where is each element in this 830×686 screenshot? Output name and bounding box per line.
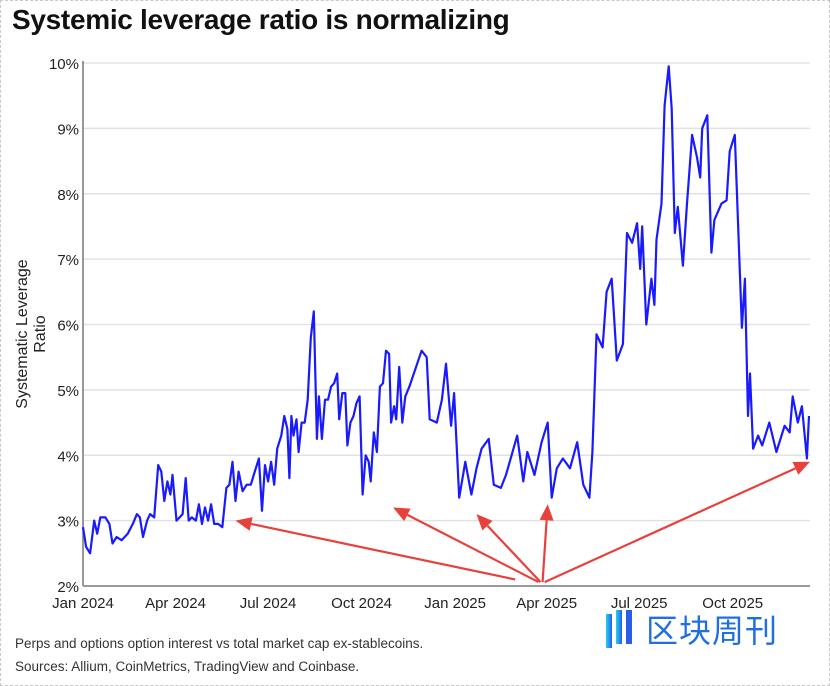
y-tick-label: 6% [57, 318, 79, 335]
annotation-arrow-shaft [541, 520, 548, 583]
logo-mark-icon [606, 610, 632, 648]
y-tick-label: 10% [49, 56, 79, 73]
watermark-logo: 区块周刊 [604, 606, 778, 652]
sources-note: Sources: Allium, CoinMetrics, TradingVie… [15, 659, 360, 674]
footnote: Perps and options option interest vs tot… [15, 636, 424, 651]
y-axis-label: Systematic Leverage Ratio [14, 259, 49, 409]
x-tick-label: Jul 2025 [611, 595, 668, 612]
x-tick-label: Oct 2024 [331, 595, 392, 612]
y-tick-label: 5% [57, 383, 79, 400]
annotation-arrow-head [792, 461, 810, 475]
x-tick-label: Jan 2024 [52, 595, 114, 612]
y-tick-label: 7% [57, 252, 79, 269]
annotation-arrow-head [476, 514, 493, 531]
annotation-arrow-head [393, 507, 411, 522]
leverage-ratio-line [81, 65, 811, 555]
x-tick-label: Jul 2024 [240, 595, 297, 612]
y-tick-label: 8% [57, 187, 79, 204]
annotation-arrow-head [539, 504, 554, 521]
annotation-arrow-shaft [544, 467, 796, 584]
annotation-arrow-head [235, 517, 253, 531]
annotation-arrow-shaft [250, 522, 516, 581]
y-tick-label: 9% [57, 121, 79, 138]
x-tick-label: Oct 2025 [702, 595, 763, 612]
chart-title: Systemic leverage ratio is normalizing [12, 4, 510, 35]
annotation-arrow-shaft [486, 524, 542, 583]
x-tick-label: Apr 2025 [516, 595, 577, 612]
y-tick-label: 4% [57, 448, 79, 465]
y-tick-label: 3% [57, 514, 79, 531]
x-tick-label: Apr 2024 [145, 595, 206, 612]
annotation-arrow-shaft [406, 513, 540, 584]
y-tick-label: 2% [57, 579, 79, 596]
x-tick-label: Jan 2025 [424, 595, 486, 612]
watermark-text: 区块周刊 [646, 612, 779, 650]
